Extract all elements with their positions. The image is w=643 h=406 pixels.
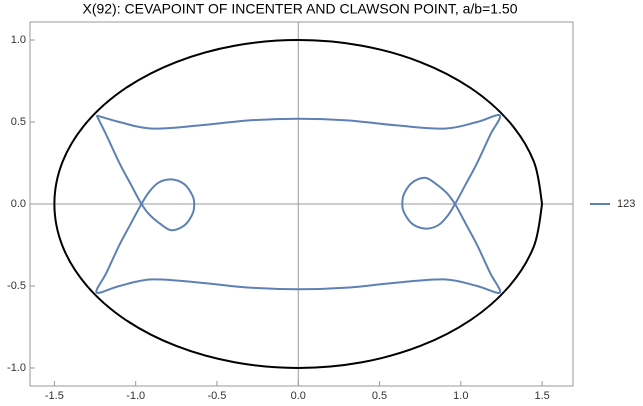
y-tick-label: -0.5 [7,280,26,292]
curve [53,39,544,369]
x-tick-label: 0.5 [372,390,387,402]
x-tick-label: 1.0 [453,390,468,402]
y-tick-label: 0.5 [11,116,26,128]
y-tick-label: 0.0 [11,198,26,210]
legend-label: 123 [617,198,635,210]
y-tick-label: -1.0 [7,362,26,374]
x-tick-label: 1.5 [534,390,549,402]
x-tick-label: -0.5 [207,390,226,402]
x-tick-label: 0.0 [291,390,306,402]
x-tick-label: -1.5 [45,390,64,402]
x-tick-label: -1.0 [126,390,145,402]
y-tick-label: 1.0 [11,34,26,46]
curve [95,114,502,294]
chart-title: X(92): CEVAPOINT OF INCENTER AND CLAWSON… [82,1,517,17]
